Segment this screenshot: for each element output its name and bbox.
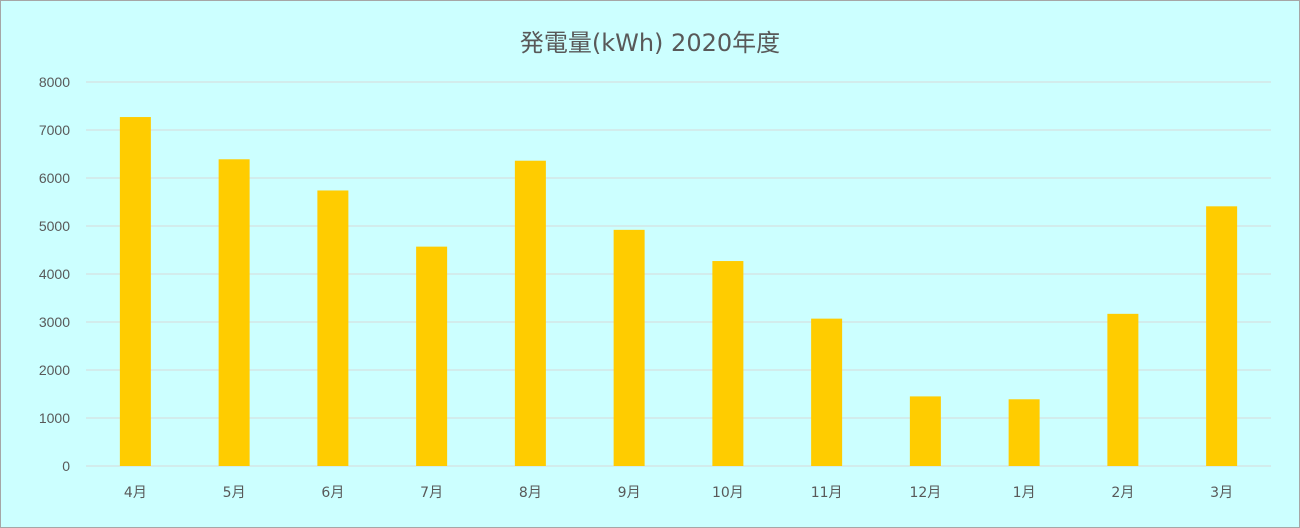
x-category-label: 11月	[811, 485, 843, 501]
bar-8	[811, 318, 843, 466]
bar-2	[218, 159, 250, 466]
x-category-label: 9月	[618, 485, 641, 501]
chart-title: 発電量(kWh) 2020年度	[519, 29, 781, 57]
y-tick-label: 8000	[39, 74, 70, 90]
y-tick-label: 2000	[39, 362, 70, 378]
bar-9	[909, 396, 941, 466]
y-tick-label: 6000	[39, 170, 70, 186]
bar-7	[712, 261, 744, 466]
bar-1	[119, 117, 151, 466]
y-tick-label: 7000	[39, 122, 70, 138]
bar-4	[416, 246, 448, 466]
y-tick-label: 4000	[39, 266, 70, 282]
x-category-label: 6月	[321, 485, 344, 501]
x-category-label: 1月	[1013, 485, 1036, 501]
x-category-label: 7月	[420, 485, 443, 501]
bar-6	[613, 229, 645, 466]
x-category-label: 3月	[1210, 485, 1233, 501]
x-category-label: 8月	[519, 485, 542, 501]
x-category-label: 12月	[909, 485, 941, 501]
x-category-label: 4月	[124, 485, 147, 501]
bar-5	[514, 160, 546, 466]
bar-10	[1008, 399, 1040, 466]
y-tick-label: 1000	[39, 410, 70, 426]
bar-11	[1107, 313, 1139, 466]
y-tick-label: 5000	[39, 218, 70, 234]
bar-12	[1206, 206, 1238, 466]
y-tick-label: 0	[62, 458, 70, 474]
x-category-label: 5月	[223, 485, 246, 501]
x-category-label: 2月	[1111, 485, 1134, 501]
y-tick-label: 3000	[39, 314, 70, 330]
x-category-label: 10月	[712, 485, 744, 501]
bar-3	[317, 190, 349, 467]
